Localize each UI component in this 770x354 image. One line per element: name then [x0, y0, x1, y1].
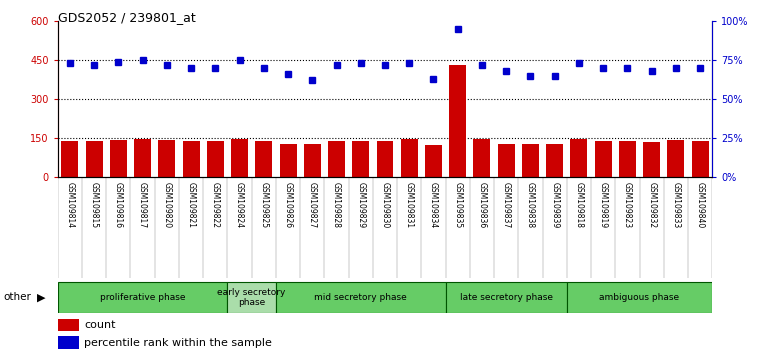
- Text: GSM109820: GSM109820: [162, 182, 172, 228]
- Bar: [207, 141, 224, 177]
- Bar: [643, 142, 660, 177]
- Text: ambiguous phase: ambiguous phase: [600, 293, 680, 302]
- Bar: [256, 141, 273, 177]
- Text: proliferative phase: proliferative phase: [100, 293, 186, 302]
- Bar: [62, 141, 79, 177]
- Text: GSM109832: GSM109832: [647, 182, 656, 228]
- Text: GSM109837: GSM109837: [502, 182, 511, 228]
- Text: GSM109834: GSM109834: [429, 182, 438, 228]
- Bar: [134, 138, 151, 177]
- Text: GSM109835: GSM109835: [454, 182, 462, 228]
- Text: other: other: [4, 292, 32, 302]
- Bar: [449, 65, 466, 177]
- Text: count: count: [84, 320, 116, 330]
- Text: GSM109822: GSM109822: [211, 182, 219, 228]
- Bar: [497, 144, 514, 177]
- Text: GSM109817: GSM109817: [138, 182, 147, 228]
- Bar: [400, 138, 417, 177]
- Text: GSM109826: GSM109826: [283, 182, 293, 228]
- Bar: [522, 144, 539, 177]
- Bar: [58, 319, 79, 331]
- Bar: [231, 138, 248, 177]
- Bar: [328, 141, 345, 177]
- Bar: [159, 140, 176, 177]
- Bar: [594, 141, 611, 177]
- Text: GSM109818: GSM109818: [574, 182, 584, 228]
- Bar: [377, 141, 393, 177]
- Bar: [446, 282, 567, 313]
- Bar: [691, 141, 708, 177]
- Text: percentile rank within the sample: percentile rank within the sample: [84, 338, 272, 348]
- Text: GSM109833: GSM109833: [671, 182, 681, 228]
- Bar: [668, 140, 685, 177]
- Text: GSM109815: GSM109815: [89, 182, 99, 228]
- Bar: [58, 282, 227, 313]
- Bar: [474, 139, 490, 177]
- Text: GSM109819: GSM109819: [598, 182, 608, 228]
- Text: ▶: ▶: [37, 292, 45, 302]
- Bar: [353, 141, 370, 177]
- Text: GSM109839: GSM109839: [551, 182, 559, 228]
- Text: GSM109840: GSM109840: [695, 182, 705, 228]
- Bar: [425, 144, 442, 177]
- Text: GSM109823: GSM109823: [623, 182, 632, 228]
- Text: GSM109824: GSM109824: [235, 182, 244, 228]
- Text: GSM109829: GSM109829: [357, 182, 365, 228]
- Bar: [571, 139, 588, 177]
- Bar: [567, 282, 712, 313]
- Text: GSM109825: GSM109825: [259, 182, 268, 228]
- Text: GSM109830: GSM109830: [380, 182, 390, 228]
- Text: GSM109814: GSM109814: [65, 182, 75, 228]
- Text: GSM109816: GSM109816: [114, 182, 123, 228]
- Text: late secretory phase: late secretory phase: [460, 293, 553, 302]
- Text: early secretory
phase: early secretory phase: [217, 288, 286, 307]
- Bar: [227, 282, 276, 313]
- Bar: [304, 144, 321, 177]
- Text: mid secretory phase: mid secretory phase: [314, 293, 407, 302]
- Bar: [546, 144, 563, 177]
- Bar: [110, 140, 127, 177]
- Bar: [58, 336, 79, 349]
- Text: GSM109836: GSM109836: [477, 182, 487, 228]
- Bar: [280, 144, 296, 177]
- Text: GSM109828: GSM109828: [332, 182, 341, 228]
- Bar: [85, 141, 102, 177]
- Text: GSM109821: GSM109821: [186, 182, 196, 228]
- Text: GSM109831: GSM109831: [405, 182, 413, 228]
- Bar: [182, 141, 199, 177]
- Bar: [619, 141, 636, 177]
- Bar: [276, 282, 446, 313]
- Text: GSM109838: GSM109838: [526, 182, 535, 228]
- Text: GDS2052 / 239801_at: GDS2052 / 239801_at: [58, 11, 196, 24]
- Text: GSM109827: GSM109827: [308, 182, 316, 228]
